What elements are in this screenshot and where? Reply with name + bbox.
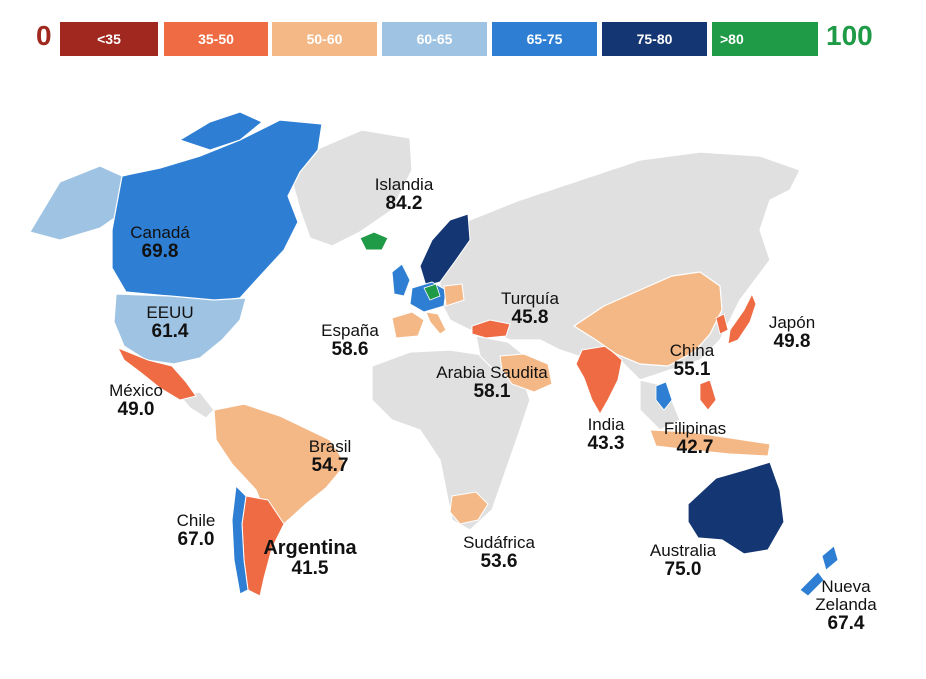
legend-bin: 60-65 xyxy=(382,22,487,56)
australia-shape xyxy=(687,461,785,555)
legend-max-label: 100 xyxy=(826,20,873,51)
label-india: India 43.3 xyxy=(556,416,656,454)
greenland-shape xyxy=(291,129,413,247)
country-name: España xyxy=(321,321,379,340)
country-name: México xyxy=(109,381,163,400)
label-australia: Australia 75.0 xyxy=(628,542,738,580)
label-argentina: Argentina 41.5 xyxy=(250,538,370,579)
label-china: China 55.1 xyxy=(642,342,742,380)
new-zealand-shape xyxy=(821,545,839,571)
country-value: 67.4 xyxy=(827,612,865,634)
country-value: 43.3 xyxy=(587,432,625,454)
label-mexico: México 49.0 xyxy=(86,382,186,420)
country-value: 55.1 xyxy=(673,358,711,380)
country-value: 49.8 xyxy=(773,330,811,352)
china-shape xyxy=(572,271,723,367)
country-value: 45.8 xyxy=(511,306,549,328)
legend-bin: 65-75 xyxy=(492,22,597,56)
country-value: 58.1 xyxy=(473,380,511,402)
country-name: Arabia Saudita xyxy=(436,363,548,382)
country-value: 61.4 xyxy=(151,320,189,342)
world-map xyxy=(29,111,839,597)
country-name: Nueva Zelanda xyxy=(815,577,877,614)
label-nueva-zelanda: Nueva Zelanda 67.4 xyxy=(786,578,906,634)
legend-bin: 50-60 xyxy=(272,22,377,56)
label-arabia-saudita: Arabia Saudita 58.1 xyxy=(412,364,572,402)
japan-shape xyxy=(727,292,757,345)
new-zealand-south-shape xyxy=(799,571,825,597)
label-chile: Chile 67.0 xyxy=(148,512,244,550)
country-name: Argentina xyxy=(263,537,357,559)
canada-islands-shape xyxy=(178,111,263,151)
legend-bin: 35-50 xyxy=(164,22,268,56)
south-america-north-shape xyxy=(213,403,347,525)
mexico-shape xyxy=(116,347,197,401)
se-asia-blue-shape xyxy=(655,381,673,411)
central-america-shape xyxy=(178,391,215,419)
italy-shape xyxy=(425,311,447,335)
turkey-shape xyxy=(471,319,511,339)
label-islandia: Islandia 84.2 xyxy=(354,176,454,214)
germany-shape xyxy=(423,283,441,301)
label-filipinas: Filipinas 42.7 xyxy=(640,420,750,458)
saudi-arabia-shape xyxy=(499,353,553,393)
philippines-shape xyxy=(699,379,717,411)
country-name: India xyxy=(587,415,625,434)
east-europe-shape xyxy=(443,283,465,307)
country-name: Australia xyxy=(649,541,717,560)
label-espana: España 58.6 xyxy=(300,322,400,360)
africa-shape xyxy=(371,349,531,531)
country-name: Turquía xyxy=(501,289,559,308)
legend-min-label: 0 xyxy=(36,20,52,51)
country-name: Japón xyxy=(768,313,816,332)
country-value: 54.7 xyxy=(311,454,349,476)
label-brasil: Brasil 54.7 xyxy=(280,438,380,476)
country-value: 84.2 xyxy=(385,192,423,214)
legend-bin: 75-80 xyxy=(602,22,707,56)
label-eeuu: EEUU 61.4 xyxy=(120,304,220,342)
usa-shape xyxy=(113,293,247,365)
country-value: 69.8 xyxy=(141,240,179,262)
country-name: Sudáfrica xyxy=(463,533,535,552)
country-name: EEUU xyxy=(146,303,194,322)
country-name: Canadá xyxy=(130,223,190,242)
label-japon: Japón 49.8 xyxy=(742,314,842,352)
spain-shape xyxy=(391,311,425,339)
country-value: 58.6 xyxy=(331,338,369,360)
korea-shape xyxy=(715,313,729,335)
country-value: 49.0 xyxy=(117,398,155,420)
uk-shape xyxy=(391,263,411,297)
color-legend: 0 <35 35-50 50-60 60-65 65-75 75-80 >80 … xyxy=(0,0,926,80)
indonesia-shape xyxy=(649,429,771,457)
legend-bin: <35 xyxy=(60,22,158,56)
country-value: 67.0 xyxy=(177,528,215,550)
country-name: Islandia xyxy=(374,175,434,194)
country-name: Chile xyxy=(176,511,216,530)
india-shape xyxy=(575,345,623,416)
south-africa-shape xyxy=(449,491,489,525)
legend-bin: >80 xyxy=(712,22,818,56)
label-sudafrica: Sudáfrica 53.6 xyxy=(434,534,564,572)
country-value: 75.0 xyxy=(664,558,702,580)
country-name: Filipinas xyxy=(663,419,727,438)
country-value: 41.5 xyxy=(291,558,329,579)
country-value: 53.6 xyxy=(480,550,518,572)
country-value: 42.7 xyxy=(676,436,714,458)
country-name: Brasil xyxy=(308,437,352,456)
label-canada: Canadá 69.8 xyxy=(110,224,210,262)
chile-shape xyxy=(231,484,249,595)
iceland-shape xyxy=(359,231,389,251)
label-turquia: Turquía 45.8 xyxy=(480,290,580,328)
country-name: China xyxy=(669,341,715,360)
